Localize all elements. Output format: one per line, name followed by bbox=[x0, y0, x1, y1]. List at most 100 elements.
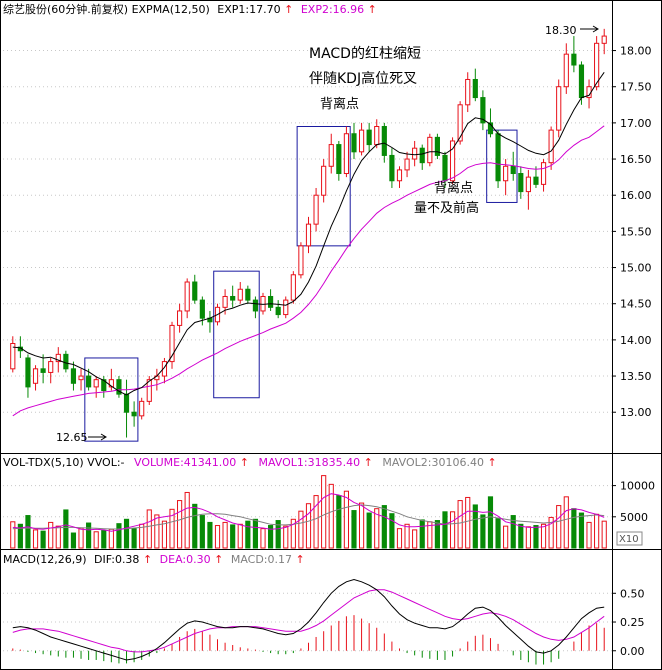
volume-bar bbox=[260, 528, 266, 549]
volume-bar bbox=[480, 514, 486, 549]
volume-bar bbox=[389, 513, 395, 549]
volume-bar bbox=[146, 509, 152, 549]
volume-bar bbox=[184, 491, 190, 549]
volume-bar bbox=[540, 523, 547, 549]
macd-tick-label: 0.25 bbox=[620, 616, 645, 629]
candle-body bbox=[366, 129, 372, 146]
candle-body bbox=[283, 299, 289, 316]
candle-body bbox=[480, 97, 486, 124]
volume-bar bbox=[396, 528, 403, 549]
candle-body bbox=[260, 295, 266, 312]
candle-body bbox=[343, 133, 349, 175]
candle-body bbox=[427, 136, 433, 164]
candle-body bbox=[578, 64, 585, 99]
volume-bar bbox=[313, 495, 319, 549]
volume-bar bbox=[434, 520, 440, 549]
candle-body bbox=[533, 176, 539, 185]
exp1-line bbox=[12, 72, 605, 396]
candle-body bbox=[328, 144, 334, 167]
dif-arrow: ↑ bbox=[143, 553, 152, 566]
candle-body bbox=[48, 361, 54, 373]
volume-bar bbox=[214, 525, 221, 549]
candle-body bbox=[268, 295, 274, 308]
candle-body bbox=[472, 78, 478, 99]
volume-bar bbox=[563, 496, 569, 549]
mavol1-arrow: ↑ bbox=[364, 456, 373, 469]
volume-arrow: ↑ bbox=[240, 456, 249, 469]
price-tick-label: 13.00 bbox=[620, 406, 652, 419]
mavol2-arrow: ↑ bbox=[487, 456, 496, 469]
macd-panel bbox=[12, 578, 605, 665]
dea-value: DEA:0.30 bbox=[160, 553, 211, 566]
volume-bar bbox=[177, 500, 183, 549]
volume-bar bbox=[510, 515, 516, 549]
candle-body bbox=[169, 324, 175, 363]
volume-bar bbox=[457, 500, 463, 549]
macd-arrow: ↑ bbox=[296, 553, 305, 566]
candle-body bbox=[275, 306, 281, 316]
dif-value: DIF:0.38 bbox=[94, 553, 139, 566]
volume-multiplier: X10 bbox=[619, 534, 639, 545]
low-arrow-icon bbox=[88, 433, 107, 441]
volume-bar bbox=[586, 521, 592, 549]
candle-body bbox=[525, 176, 531, 193]
candle-body bbox=[161, 361, 168, 377]
exp2-line bbox=[12, 125, 605, 417]
candle-body bbox=[563, 53, 569, 88]
volume-bar bbox=[305, 503, 312, 549]
candle-body bbox=[389, 154, 395, 182]
candle-body bbox=[442, 154, 448, 182]
candle-body bbox=[396, 169, 403, 182]
volume-bar bbox=[374, 508, 380, 549]
candle-body bbox=[108, 379, 114, 388]
volume-bar bbox=[571, 508, 577, 549]
volume-bar bbox=[465, 496, 471, 549]
volume-bar bbox=[449, 511, 456, 549]
volume-bar bbox=[48, 521, 54, 549]
exp2-value: EXP2:16.96 bbox=[301, 3, 364, 16]
candle-body bbox=[495, 133, 501, 182]
volume-bar bbox=[578, 512, 585, 549]
volume-bar bbox=[290, 518, 296, 549]
volume-bar bbox=[86, 522, 92, 549]
macd-value: MACD:0.17 bbox=[231, 553, 292, 566]
volume-bar bbox=[298, 510, 304, 549]
volume-bar bbox=[116, 523, 122, 549]
candle-body bbox=[412, 147, 418, 160]
volume-panel-header: VOL-TDX(5,10) VVOL:- VOLUME:41341.00 ↑ M… bbox=[3, 456, 497, 469]
volume-bar bbox=[40, 530, 46, 549]
volume-bar bbox=[222, 521, 228, 549]
candle-body bbox=[419, 147, 425, 164]
volume-tick-label: 10000 bbox=[620, 480, 655, 493]
volume-bar bbox=[472, 504, 478, 549]
volume-bar bbox=[533, 525, 539, 549]
candle-body bbox=[78, 375, 84, 381]
price-tick-label: 15.50 bbox=[620, 225, 652, 238]
volume-tick-label: 5000 bbox=[620, 511, 648, 524]
volume-bar bbox=[252, 518, 259, 549]
price-panel bbox=[10, 28, 607, 438]
volume-bar bbox=[321, 475, 327, 549]
volume-bar bbox=[518, 523, 524, 549]
volume-bar bbox=[487, 496, 494, 549]
candle-body bbox=[230, 295, 236, 301]
volume-bar bbox=[419, 519, 425, 549]
volume-bar bbox=[169, 508, 175, 549]
price-tick-label: 14.50 bbox=[620, 298, 652, 311]
volume-bar bbox=[343, 490, 349, 549]
divergence-box bbox=[84, 357, 139, 442]
candle-body bbox=[10, 343, 16, 370]
candle-body bbox=[252, 299, 259, 312]
volume-bar bbox=[192, 503, 198, 549]
volume-value: VOLUME:41341.00 bbox=[134, 456, 236, 469]
volume-bar bbox=[351, 510, 357, 549]
low-price-label: 12.65 bbox=[56, 431, 88, 444]
exp1-value: EXP1:17.70 bbox=[217, 3, 280, 16]
candle-body bbox=[40, 368, 46, 373]
price-tick-label: 16.00 bbox=[620, 189, 652, 202]
candle-body bbox=[374, 126, 380, 146]
candle-body bbox=[298, 245, 304, 276]
annotation-kdj-cross: 伴随KDJ高位死叉 bbox=[309, 70, 417, 87]
candle-body bbox=[184, 281, 190, 312]
volume-bar bbox=[404, 523, 410, 549]
